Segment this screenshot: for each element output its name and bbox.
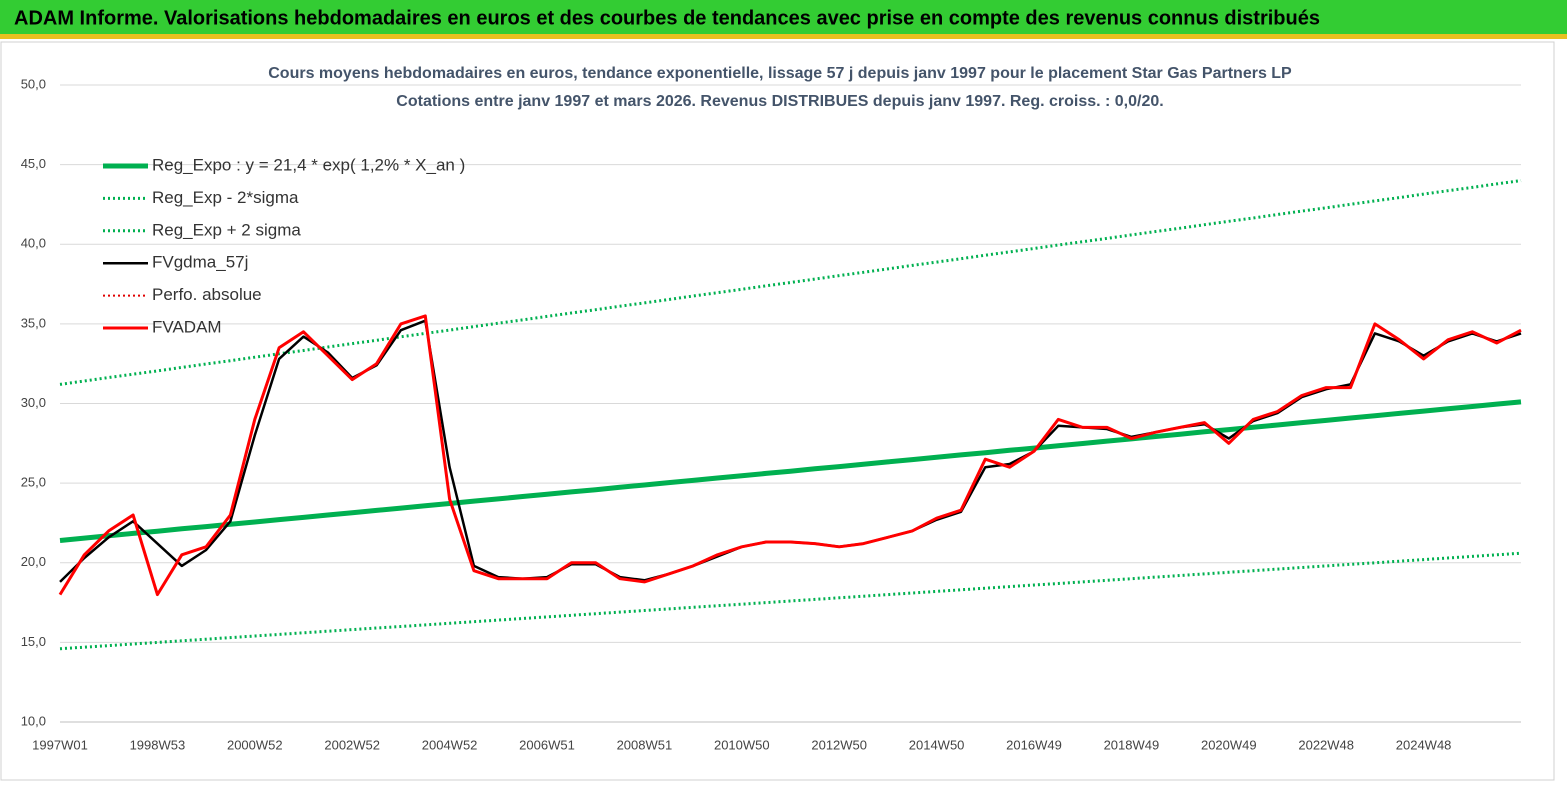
x-tick-label: 2002W52 — [324, 737, 380, 752]
header-title: ADAM Informe. Valorisations hebdomadaire… — [14, 7, 1320, 29]
legend-label: Reg_Expo : y = 21,4 * exp( 1,2% * X_an ) — [152, 155, 465, 174]
y-tick-label: 50,0 — [21, 76, 46, 91]
legend: Reg_Expo : y = 21,4 * exp( 1,2% * X_an )… — [103, 155, 465, 336]
y-tick-label: 10,0 — [21, 713, 46, 728]
chart-title: Cours moyens hebdomadaires en euros, ten… — [268, 65, 1292, 82]
series-line — [59, 399, 1522, 543]
y-tick-label: 30,0 — [21, 395, 46, 410]
x-tick-label: 1998W53 — [130, 737, 186, 752]
x-tick-label: 2008W51 — [617, 737, 673, 752]
plot — [58, 179, 1522, 651]
x-tick-label: 2014W50 — [909, 737, 965, 752]
x-tick-label: 2016W49 — [1006, 737, 1062, 752]
legend-label: Reg_Exp + 2 sigma — [152, 220, 301, 239]
series-line — [59, 179, 1522, 386]
y-tick-label: 25,0 — [21, 475, 46, 490]
x-tick-label: 1997W01 — [32, 737, 88, 752]
y-tick-label: 15,0 — [21, 634, 46, 649]
x-tick-label: 2006W51 — [519, 737, 575, 752]
grid: 10,0 15,0 20,0 25,0 30,0 35,0 40,0 45,0 50,0 1997… — [21, 76, 1521, 752]
legend-label: FVADAM — [152, 317, 222, 336]
legend-label: FVgdma_57j — [152, 253, 248, 272]
x-tick-label: 2020W49 — [1201, 737, 1257, 752]
x-tick-label: 2022W48 — [1298, 737, 1354, 752]
x-tick-label: 2018W49 — [1104, 737, 1160, 752]
legend-label: Perfo. absolue — [152, 285, 262, 304]
x-tick-label: 2012W50 — [811, 737, 867, 752]
header-rule — [0, 34, 1567, 39]
y-tick-label: 20,0 — [21, 554, 46, 569]
y-tick-label: 40,0 — [21, 236, 46, 251]
x-tick-label: 2004W52 — [422, 737, 478, 752]
x-tick-label: 2024W48 — [1396, 737, 1452, 752]
series-line — [58, 314, 1522, 597]
x-tick-label: 2010W50 — [714, 737, 770, 752]
chart-area — [0, 41, 1555, 781]
x-tick-label: 2000W52 — [227, 737, 283, 752]
series-line — [59, 551, 1522, 651]
legend-label: Reg_Exp - 2*sigma — [152, 188, 299, 207]
y-tick-label: 35,0 — [21, 315, 46, 330]
y-tick-label: 45,0 — [21, 156, 46, 171]
header-bar — [0, 0, 1567, 34]
chart-subtitle: Cotations entre janv 1997 et mars 2026. … — [396, 93, 1163, 110]
